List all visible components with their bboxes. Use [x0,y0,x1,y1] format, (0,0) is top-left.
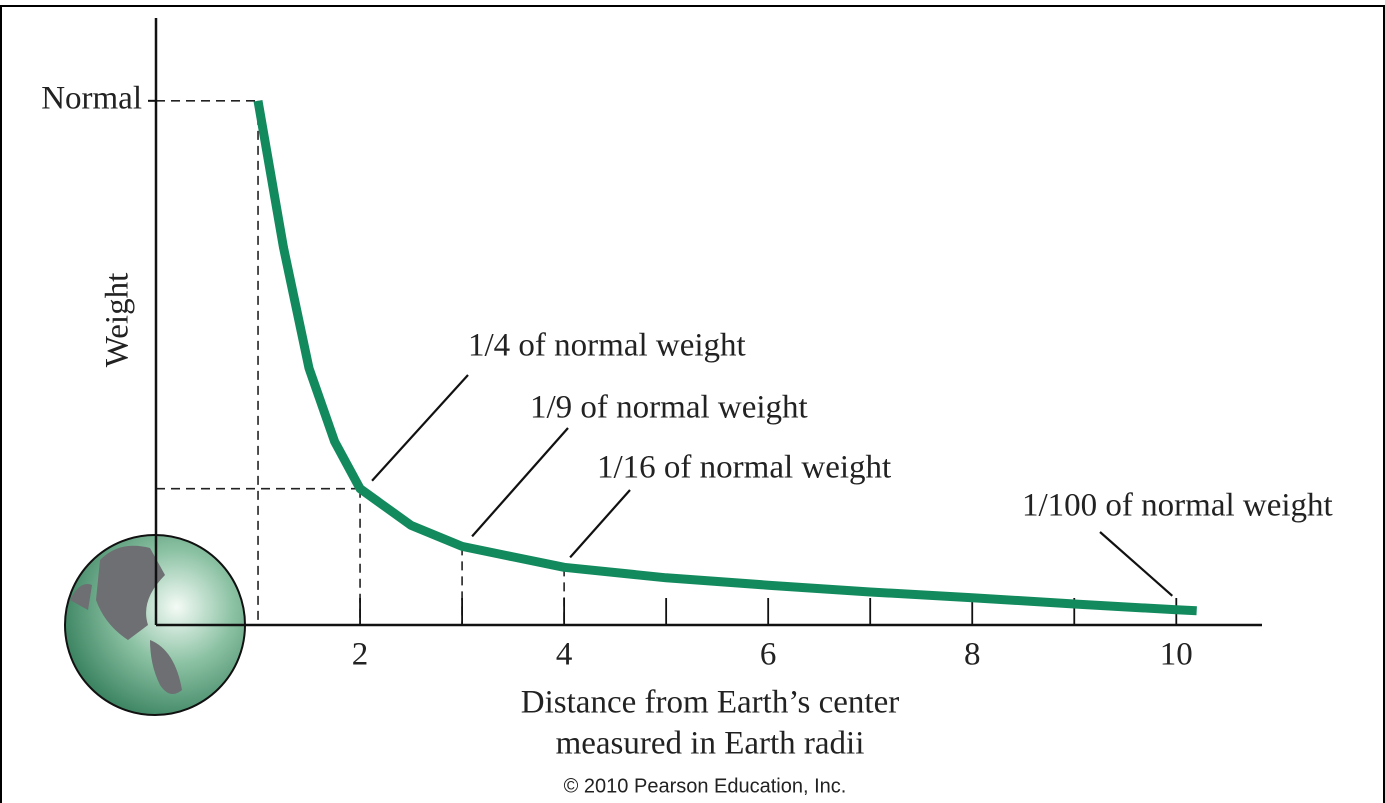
annotation: 1/16 of normal weight [597,450,891,486]
x-tick-label: 2 [352,637,369,673]
credit: © 2010 Pearson Education, Inc. [564,775,847,797]
x-axis-label: measured in Earth radii [556,726,865,762]
x-tick-label: 6 [760,637,777,673]
x-axis-label: Distance from Earth’s center [521,685,899,721]
x-tick-label: 4 [556,637,573,673]
y-axis-label: Weight [100,273,136,368]
annotation: 1/4 of normal weight [468,328,746,364]
weight-curve [253,100,1197,616]
annotation-leader [569,489,631,559]
annotation-leader [471,427,569,538]
annotation-leader [1099,531,1174,597]
frame [0,5,1385,803]
x-tick-label: 8 [964,637,981,673]
annotation: 1/9 of normal weight [530,390,808,426]
x-tick-label: 10 [1160,637,1193,673]
y-tick-label: Normal [41,80,142,116]
annotation-leader [371,374,469,482]
annotation: 1/100 of normal weight [1022,488,1333,524]
